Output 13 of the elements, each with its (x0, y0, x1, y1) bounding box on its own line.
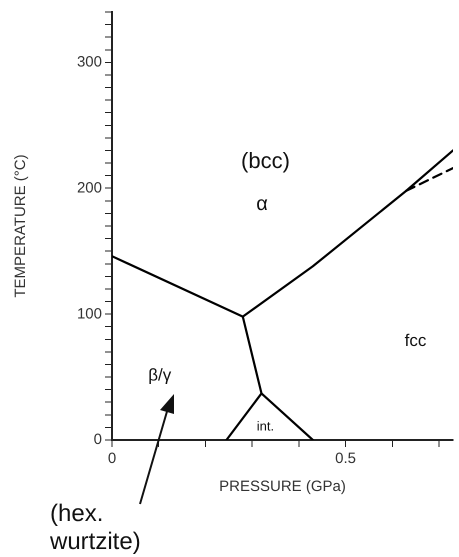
annotation: int. (256, 418, 274, 434)
text: (hex. wurtzite) (50, 500, 142, 556)
x-tick-label: 0.5 (335, 450, 356, 468)
annotation: fcc (404, 331, 427, 350)
annotation: (bcc) (241, 148, 290, 173)
annotation: β/γ (148, 365, 172, 384)
y-tick-label: 0 (94, 431, 102, 448)
x-axis-title: PRESSURE (GPa) (219, 478, 346, 496)
y-tick-label: 100 (76, 305, 102, 322)
y-tick-label: 200 (76, 179, 102, 196)
annotation: α (256, 193, 268, 216)
y-axis-title: TEMPERATURE (°C) (12, 154, 30, 298)
y-tick-label: 300 (76, 53, 102, 70)
